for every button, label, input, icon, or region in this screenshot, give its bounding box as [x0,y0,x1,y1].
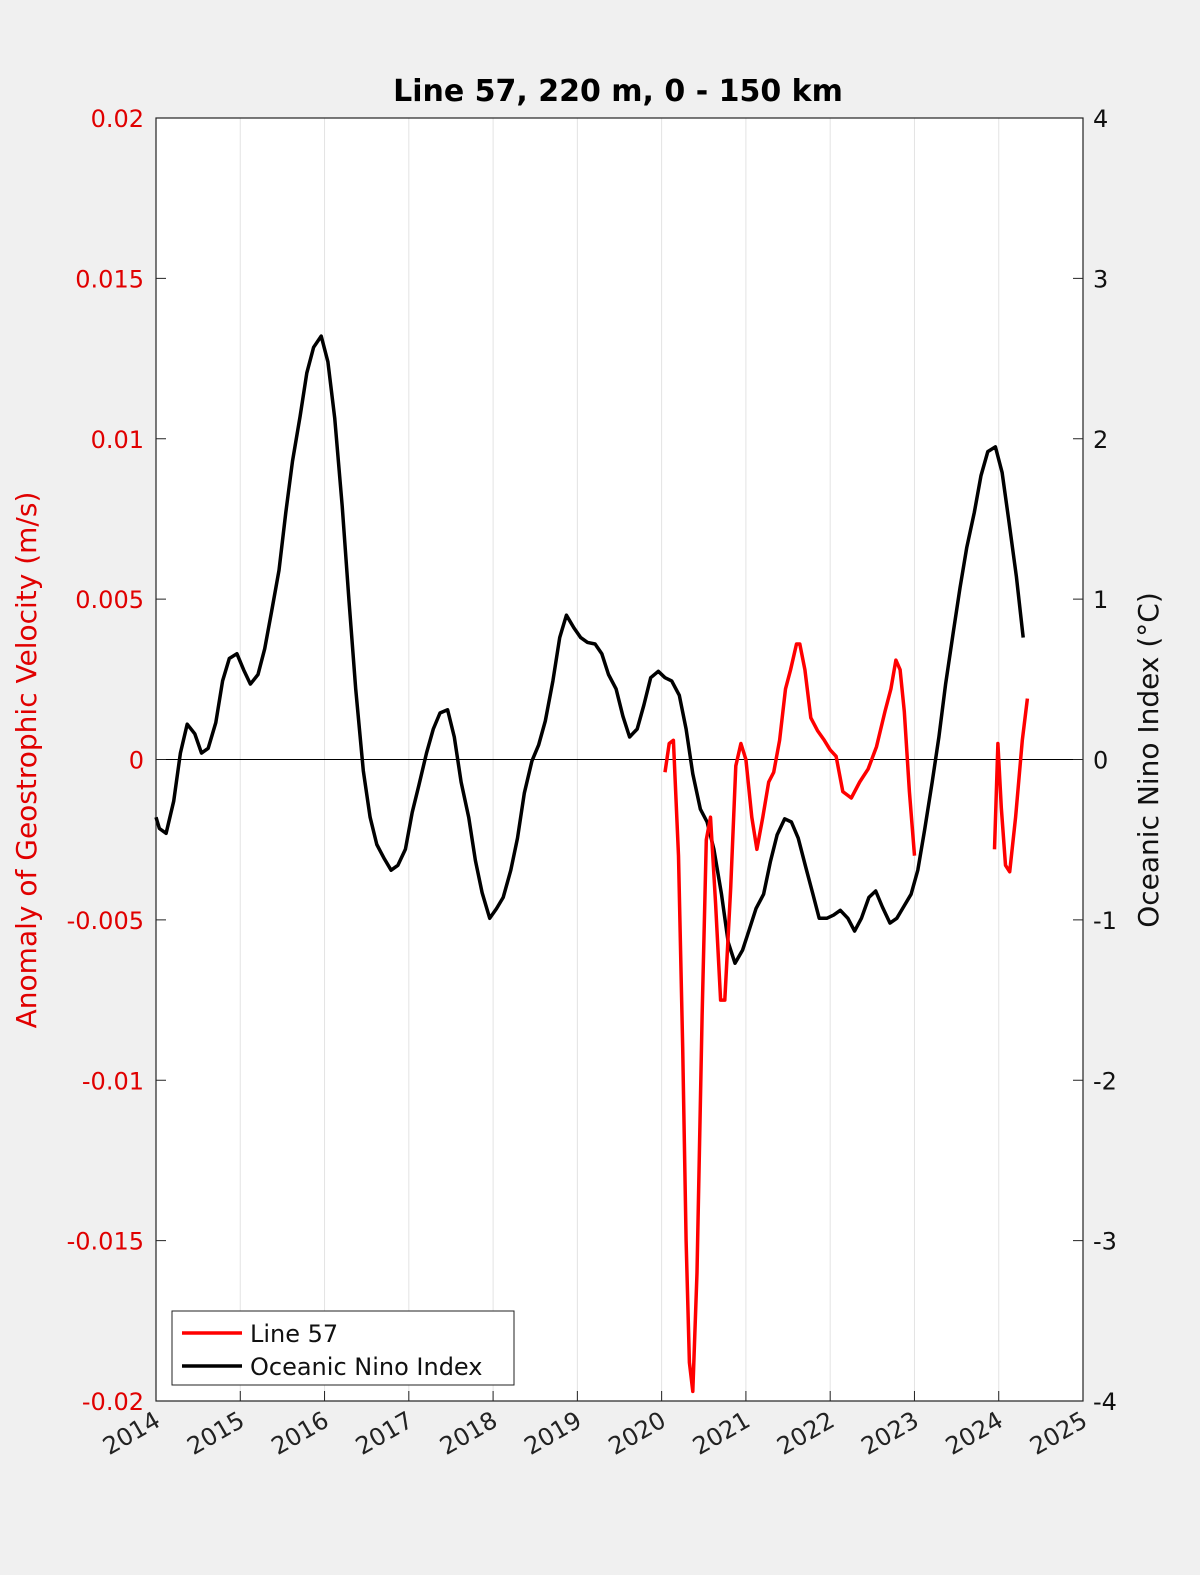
line-57-segment-2 [992,698,1030,874]
x-tick-label: 2016 [267,1406,334,1461]
x-tick-label: 2025 [1025,1406,1092,1461]
x-tick-label: 2015 [182,1406,249,1461]
x-tick-label: 2020 [604,1406,671,1461]
line-57-segment-1 [663,642,917,1394]
y-axis-left-title: Anomaly of Geostrophic Velocity (m/s) [10,492,43,1029]
y-right-tick-label: -2 [1093,1067,1117,1095]
y-left-tick-label: 0.015 [75,265,144,293]
legend-label-line-57: Line 57 [250,1320,338,1348]
y-left-tick-label: -0.015 [67,1228,144,1256]
y-left-tick-label: 0.01 [91,426,144,454]
y-axis-left: 0.02 0.015 0.01 0.005 0 -0.005 -0.01 -0.015 -0.0… [67,105,166,1416]
y-right-tick-label: 3 [1093,265,1108,293]
series-oceanic-nino-index [154,334,1025,965]
line-oceanic-nino-index [154,334,1025,965]
y-left-tick-label: -0.005 [67,907,144,935]
x-tick-label: 2023 [857,1406,924,1461]
x-tick-label: 2022 [772,1406,839,1461]
y-right-tick-label: -4 [1093,1388,1117,1416]
chart-title: Line 57, 220 m, 0 - 150 km [393,74,843,109]
x-tick-label: 2019 [519,1406,586,1461]
y-axis-right-title: Oceanic Nino Index (°C) [1132,592,1165,928]
y-right-tick-label: -1 [1093,907,1117,935]
y-axis-right: 4 3 2 1 0 -1 -2 -3 -4 [1073,105,1117,1416]
y-left-tick-label: 0.005 [75,586,144,614]
x-tick-label: 2017 [351,1406,418,1461]
y-right-tick-label: 1 [1093,586,1108,614]
y-left-tick-label: -0.02 [82,1388,144,1416]
y-left-tick-label: 0 [129,747,144,775]
legend: Line 57 Oceanic Nino Index [171,1310,515,1386]
y-right-tick-label: 4 [1093,105,1108,133]
y-right-tick-label: 2 [1093,426,1108,454]
x-tick-label: 2024 [941,1406,1008,1461]
y-left-tick-label: -0.01 [82,1067,144,1095]
legend-box [171,1310,515,1386]
legend-label-oceanic-nino-index: Oceanic Nino Index [250,1353,482,1381]
x-tick-label: 2018 [435,1406,502,1461]
y-right-tick-label: -3 [1093,1228,1117,1256]
series-line-57 [663,642,1030,1394]
x-tick-label: 2021 [688,1406,755,1461]
y-right-tick-label: 0 [1093,747,1108,775]
y-left-tick-label: 0.02 [91,105,144,133]
